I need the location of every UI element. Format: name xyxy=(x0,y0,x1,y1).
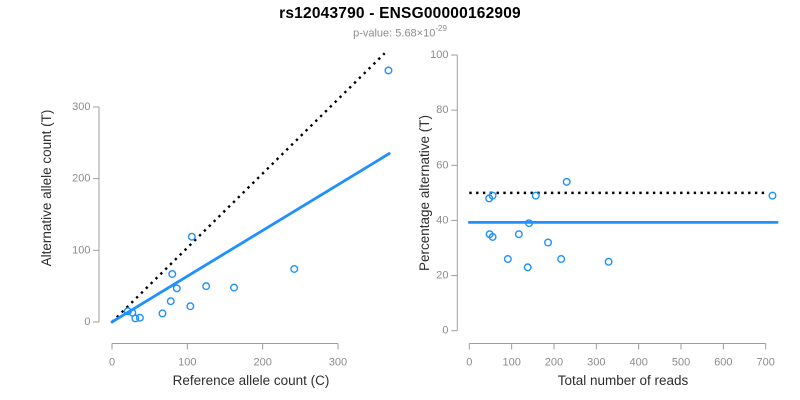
x-tick-label: 0 xyxy=(109,357,115,369)
data-point xyxy=(562,177,571,186)
data-point xyxy=(230,283,239,292)
x-axis-title: Total number of reads xyxy=(558,373,689,388)
y-tick-label: 80 xyxy=(436,104,448,116)
y-tick-label: 0 xyxy=(442,325,448,337)
identity-line xyxy=(111,52,386,323)
data-point xyxy=(168,269,177,278)
data-point xyxy=(503,255,512,264)
y-tick-label: 0 xyxy=(84,316,90,328)
data-point xyxy=(523,263,532,272)
pvalue-text: p-value: 5.68×10 xyxy=(353,27,436,40)
x-tick-label: 300 xyxy=(329,357,347,369)
y-axis-title: Alternative allele count (T) xyxy=(39,110,54,267)
x-axis-title: Reference allele count (C) xyxy=(173,373,330,388)
x-tick-label: 300 xyxy=(587,357,605,369)
x-tick-label: 400 xyxy=(629,357,647,369)
data-point xyxy=(123,307,132,316)
y-tick-label: 300 xyxy=(72,101,90,113)
figure-title: rs12043790 - ENSG00000162909 xyxy=(279,5,521,22)
y-tick-label: 20 xyxy=(436,270,448,282)
x-tick-label: 100 xyxy=(502,357,520,369)
data-point xyxy=(557,255,566,264)
x-tick-label: 100 xyxy=(178,357,196,369)
data-point xyxy=(186,302,195,311)
data-point xyxy=(514,230,523,239)
y-tick-label: 100 xyxy=(72,244,90,256)
data-point xyxy=(166,297,175,306)
x-tick-label: 700 xyxy=(757,357,775,369)
x-tick-label: 200 xyxy=(253,357,271,369)
x-tick-label: 600 xyxy=(714,357,732,369)
figure-subtitle: p-value: 5.68×10-29 xyxy=(0,24,800,40)
data-point xyxy=(172,284,181,293)
y-tick-label: 200 xyxy=(72,173,90,185)
x-tick-label: 0 xyxy=(466,357,472,369)
data-point xyxy=(131,314,140,323)
regression-line xyxy=(110,152,391,324)
data-point xyxy=(544,238,553,247)
data-point xyxy=(135,313,144,322)
pvalue-exponent: -29 xyxy=(435,24,447,33)
data-point xyxy=(158,309,167,318)
data-point xyxy=(604,257,613,266)
data-point xyxy=(290,264,299,273)
data-point xyxy=(525,219,534,228)
y-tick-label: 100 xyxy=(430,49,448,61)
data-point xyxy=(768,191,777,200)
data-point xyxy=(488,232,497,241)
data-point xyxy=(384,66,393,75)
x-tick-label: 200 xyxy=(545,357,563,369)
data-point xyxy=(531,191,540,200)
data-point xyxy=(187,232,196,241)
data-point xyxy=(202,282,211,291)
x-tick-label: 500 xyxy=(672,357,690,369)
y-axis-title: Percentage alternative (T) xyxy=(417,115,432,271)
y-tick-label: 40 xyxy=(436,214,448,226)
y-tick-label: 60 xyxy=(436,159,448,171)
data-point xyxy=(488,191,497,200)
